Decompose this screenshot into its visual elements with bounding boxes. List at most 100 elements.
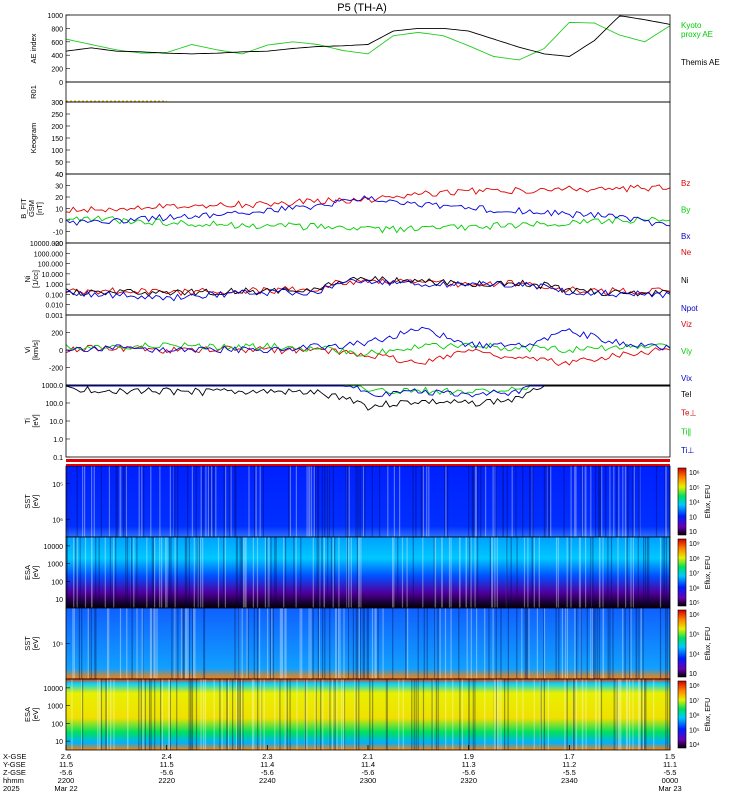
y-tick-label: 1000: [47, 562, 63, 569]
y-axis-label: [eV]: [31, 708, 40, 721]
y-tick-label: 100: [51, 148, 63, 155]
y-tick-label: -10: [53, 230, 63, 237]
colorbar-tick-label: 10⁳: [689, 671, 697, 678]
panel-esa_e: 10⁹10⁸10⁷10⁶10⁵Eflux, EFU10100100010000E…: [23, 537, 712, 608]
y-axis-label: [eV]: [31, 414, 40, 427]
legend-entry: Viy: [681, 347, 692, 356]
y-axis-label: [nT]: [35, 202, 44, 215]
panel-ae: 0 200 400 600 800 1000 Kyotoproxy AE Themis AE A…: [29, 13, 720, 87]
legend-entry: Npot: [681, 304, 699, 313]
y-tick-label: 250: [51, 112, 63, 119]
y-tick-label: 300: [51, 100, 63, 107]
colorbar-tick-label: 10⁲: [689, 529, 697, 536]
panel-ti: 0.1 1.0 10.0 100.0 1000.0 Tel Te⊥ Ti∥ Ti⊥ Ti [eV]: [23, 383, 696, 462]
panel-frame-ti: [66, 385, 670, 457]
y-tick-label: 0.001: [45, 313, 63, 320]
series-line-b-2: [66, 196, 670, 226]
panel-frame-r01: [66, 82, 670, 102]
y-tick-label: 10⁵: [52, 482, 63, 489]
colorbar-tick-label: 10⁴: [689, 651, 700, 658]
colorbar-tick-label: 10⁶: [689, 470, 700, 477]
panel-frame-ni: [66, 243, 670, 315]
y-axis-label: [eV]: [31, 566, 40, 579]
colorbar-tick-label: 10⁷: [689, 698, 700, 705]
panel-keogram: 0 50 100 150 200 250 300 Keogram: [29, 100, 670, 179]
series-line-ae-0: [66, 22, 670, 60]
y-tick-label: 0.010: [45, 303, 63, 310]
colorbar-tick-label: 10⁶: [689, 585, 700, 592]
y-axis-label: [km/s]: [31, 340, 40, 360]
legend-entry: Themis AE: [681, 58, 720, 67]
y-tick-label: 0.1: [53, 455, 63, 462]
y-tick-label: 1000: [47, 704, 63, 711]
spectrogram-esa_i: [66, 679, 670, 750]
y-tick-label: 200: [51, 124, 63, 131]
separator-band: [66, 459, 670, 462]
y-axis-label: [eV]: [31, 637, 40, 650]
y-tick-label: 0: [59, 218, 63, 225]
y-tick-label: 50: [55, 160, 63, 167]
y-tick-label: 10000: [44, 544, 64, 551]
colorbar-tick-label: 10⁶: [689, 713, 700, 720]
legend-entry: Bx: [681, 232, 690, 241]
legend-entry: Viz: [681, 320, 692, 329]
time-axis-tick-label: 2340: [561, 776, 578, 785]
y-tick-label: 1000.0: [42, 383, 64, 390]
y-tick-label: 40: [55, 172, 63, 179]
y-tick-label: 10⁵: [52, 642, 63, 649]
y-tick-label: 0: [59, 348, 63, 355]
legend-entry: Ne: [681, 248, 692, 257]
legend-entry: Bz: [681, 179, 690, 188]
colorbar-tick-label: 10⁵: [689, 485, 700, 492]
legend-entry: Te⊥: [681, 409, 696, 418]
y-tick-label: 200: [51, 67, 63, 74]
panel-sst_e: 10⁶ 10⁵ 10⁴ 10⁳ 10⁲ Eflux, EFU 10⁶ 10⁵ SST [eV]: [23, 466, 712, 537]
legend-entry: Ni: [681, 276, 689, 285]
panel-frame-b: [66, 174, 670, 243]
legend-entry: Tel: [681, 390, 691, 399]
y-tick-label: 100.0: [45, 401, 63, 408]
y-tick-label: 10000.000: [30, 241, 63, 248]
time-axis-tick-label: Mar 22: [54, 784, 77, 793]
y-tick-label: 150: [51, 136, 63, 143]
y-tick-label: 20: [55, 195, 63, 202]
colorbar-tick-label: 10⁵: [689, 600, 700, 607]
colorbar-tick-label: 10⁵: [689, 632, 700, 639]
colorbar-tick-label: 10⁵: [689, 727, 700, 734]
series-line-ti-0: [66, 386, 670, 395]
y-tick-label: 10.0: [49, 419, 63, 426]
y-tick-label: 1.000: [45, 282, 63, 289]
colorbar-esa_i: [678, 681, 686, 748]
time-axis-tick-label: 2220: [158, 776, 175, 785]
legend-entry: By: [681, 206, 690, 215]
y-tick-label: 800: [51, 26, 63, 33]
colorbar-esa_e: [678, 539, 686, 606]
series-line-b-0: [66, 185, 670, 213]
panel-vi: -2000200VizViyVixVi [km/s]: [23, 315, 692, 385]
y-tick-label: 100.000: [38, 262, 63, 269]
colorbar-label: Eflux, EFU: [705, 698, 712, 731]
y-tick-label: 1000.000: [34, 251, 63, 258]
panel-sst_i: 10⁶10⁵10⁴10⁳Eflux, EFU10⁵SST [eV]: [23, 608, 712, 679]
y-tick-label: -200: [49, 366, 63, 373]
series-line-ae-1: [66, 16, 670, 57]
colorbar-tick-label: 10⁳: [689, 514, 697, 521]
y-tick-label: 100: [51, 579, 63, 586]
panel-r01: 0R01: [29, 82, 670, 107]
y-tick-label: 600: [51, 40, 63, 47]
y-tick-label: 10⁶: [52, 517, 63, 524]
y-tick-label: 30: [55, 184, 63, 191]
y-axis-label: [eV]: [31, 495, 40, 508]
colorbar-tick-label: 10⁴: [689, 500, 700, 507]
colorbar-tick-label: 10⁸: [689, 556, 700, 563]
legend-entry: Ti∥: [681, 427, 691, 436]
panel-ni: 0.001 0.010 0.100 1.000 10.000 100.000 1000.00…: [23, 241, 699, 320]
panel-b: -20-10010203040BzByBxB_FIT GSM [nT]: [19, 172, 690, 248]
y-tick-label: 10000: [44, 686, 64, 693]
legend-entry: proxy AE: [681, 30, 713, 39]
y-axis-label: AE index: [29, 33, 38, 63]
y-tick-label: 10.000: [42, 272, 64, 279]
series-line-ni-1: [66, 277, 670, 296]
series-line-ti-2: [66, 386, 670, 410]
colorbar-tick-label: 10⁴: [689, 742, 700, 749]
